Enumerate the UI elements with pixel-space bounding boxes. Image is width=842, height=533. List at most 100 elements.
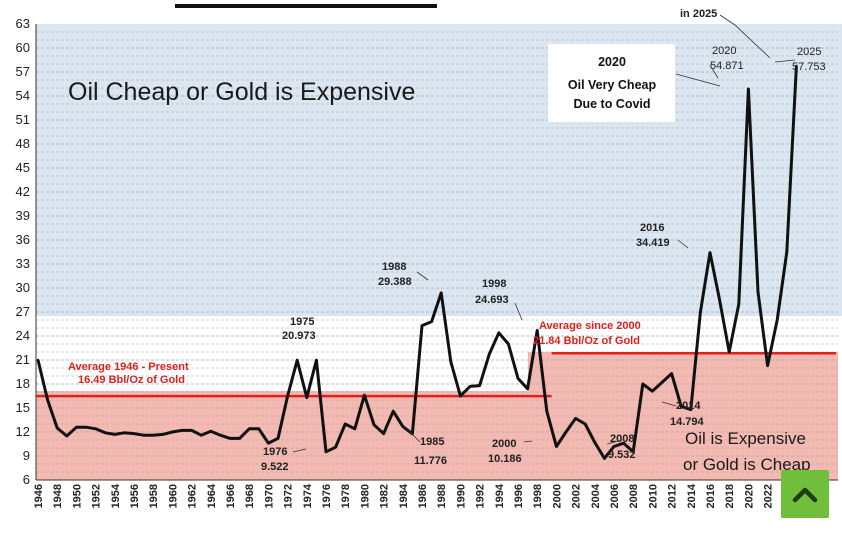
y-tick-label: 30 [16, 280, 30, 295]
data-point [574, 417, 577, 420]
data-point [257, 427, 260, 430]
data-point [689, 408, 692, 411]
data-point [161, 433, 164, 436]
data-point [440, 291, 443, 295]
x-tick-label: 1992 [475, 484, 487, 508]
bottom-expensive-oil-region-left [36, 391, 528, 480]
average-label-2000-line2: 21.84 Bbl/Oz of Gold [533, 335, 640, 347]
y-tick-label: 60 [16, 40, 30, 55]
data-point [267, 442, 270, 445]
data-point [401, 425, 404, 428]
annotation-2008-value: 9.532 [608, 449, 636, 461]
region-label-bottom-line1: Oil is Expensive [685, 429, 806, 448]
data-point [660, 381, 664, 384]
y-tick-label: 63 [16, 16, 30, 31]
data-point [209, 430, 212, 433]
data-point [785, 250, 788, 254]
y-tick-label: 15 [16, 400, 30, 415]
data-point [507, 342, 510, 346]
leader-1998 [514, 302, 523, 321]
x-tick-label: 1956 [129, 484, 141, 508]
x-tick-label: 1964 [206, 483, 218, 508]
data-point [46, 398, 49, 402]
top-note-in-2025: in 2025 [680, 8, 717, 20]
x-tick-label: 1966 [225, 484, 237, 508]
y-tick-label: 51 [16, 112, 30, 127]
data-point [468, 385, 472, 388]
y-tick-label: 27 [16, 304, 30, 319]
series-line-oil-gold-ratio [36, 65, 798, 460]
data-point [718, 298, 721, 302]
data-point [171, 430, 174, 434]
x-tick-label: 2000 [551, 484, 563, 508]
leader-2014 [661, 401, 677, 407]
data-point [36, 358, 40, 362]
data-point [104, 431, 107, 434]
data-point [411, 432, 414, 435]
annotation-2016-year: 2016 [640, 222, 664, 234]
data-point [593, 441, 596, 444]
x-tick-label: 1988 [436, 484, 448, 508]
data-point [478, 384, 481, 387]
x-tick-label: 2018 [724, 484, 736, 508]
y-tick-label: 12 [16, 424, 30, 439]
annotation-2020-year: 2020 [712, 45, 736, 57]
annotation-leaders [292, 14, 796, 453]
data-point [766, 364, 769, 367]
data-point [132, 432, 136, 435]
annotation-1985-year: 1985 [420, 436, 444, 448]
x-tick-label: 2016 [705, 484, 717, 508]
x-tick-label: 2008 [628, 484, 640, 508]
annotation-1985-value: 11.776 [414, 455, 447, 467]
data-point [776, 318, 779, 322]
data-point [632, 450, 635, 453]
x-tick-label: 1996 [513, 484, 525, 508]
data-point [56, 426, 59, 430]
data-point [190, 429, 193, 432]
data-point [305, 396, 308, 399]
data-point [526, 387, 529, 390]
data-point [536, 329, 539, 332]
chevron-up-icon [792, 487, 818, 503]
x-tick-label: 1984 [398, 483, 410, 508]
data-point [200, 434, 203, 437]
data-point [708, 251, 712, 254]
leader-1988 [416, 271, 429, 281]
data-point [180, 429, 184, 432]
y-tick-label: 9 [23, 448, 30, 463]
data-point [795, 64, 798, 68]
y-tick-label: 33 [16, 256, 30, 271]
x-tick-label: 1998 [532, 484, 544, 508]
annotation-1998-year: 1998 [482, 278, 506, 290]
x-tick-label: 1952 [91, 484, 103, 508]
x-tick-label: 1958 [148, 484, 160, 508]
scroll-to-top-button[interactable] [781, 470, 829, 518]
data-point [382, 432, 385, 435]
covid-callout-line3: Due to Covid [573, 97, 650, 111]
x-tick-label: 1986 [417, 484, 429, 508]
leader-covid [675, 73, 721, 87]
data-point [680, 405, 683, 408]
y-tick-label: 57 [16, 64, 30, 79]
annotation-2000-year: 2000 [492, 438, 516, 450]
annotation-2014-value: 14.794 [670, 416, 705, 428]
annotation-2014-year: 2014 [676, 400, 701, 412]
data-point [459, 394, 462, 398]
x-tick-label: 1980 [359, 484, 371, 508]
x-tick-label: 1960 [167, 484, 179, 508]
annotation-1976-year: 1976 [263, 446, 287, 458]
data-point [430, 320, 433, 323]
annotation-1976-value: 9.522 [261, 461, 289, 473]
data-point [113, 433, 117, 436]
data-point [142, 434, 145, 437]
region-label-bottom-line2: or Gold is Cheap [683, 455, 811, 474]
x-tick-label: 1990 [455, 484, 467, 508]
covid-callout-year: 2020 [598, 55, 626, 69]
data-point [699, 310, 702, 314]
data-point [756, 290, 760, 294]
leader-1976 [292, 448, 307, 453]
annotation-1975-value: 20.973 [282, 330, 316, 342]
data-point [516, 377, 520, 380]
x-tick-label: 1962 [187, 484, 199, 508]
